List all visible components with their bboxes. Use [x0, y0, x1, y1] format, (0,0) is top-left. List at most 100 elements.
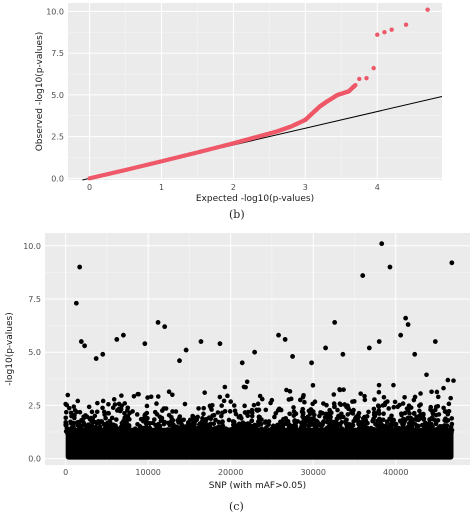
manhattan-point — [63, 419, 69, 425]
qq-x-tick-label: 4 — [375, 183, 380, 192]
manhattan-point — [404, 406, 410, 411]
manhattan-point — [441, 425, 447, 430]
manhattan-point — [320, 410, 325, 416]
manhattan-point — [411, 411, 417, 416]
manhattan-y-tick-label: 7.5 — [28, 295, 41, 304]
manhattan-point — [368, 427, 374, 433]
manhattan-point — [415, 417, 421, 422]
manhattan-point — [445, 411, 451, 417]
manhattan-point — [166, 389, 172, 395]
manhattan-point — [439, 429, 445, 435]
qq-y-tick-label: 5.0 — [51, 91, 64, 100]
qq-y-axis-label: Observed -log10(p-values) — [35, 32, 45, 152]
manhattan-point — [93, 356, 99, 361]
manhattan-point — [417, 427, 423, 433]
manhattan-point — [350, 399, 355, 404]
manhattan-point — [114, 337, 120, 342]
manhattan-point — [218, 424, 224, 430]
manhattan-point — [365, 420, 370, 426]
manhattan-point — [72, 408, 78, 413]
manhattan-point — [127, 417, 132, 422]
manhattan-point — [177, 414, 183, 419]
manhattan-point — [230, 422, 236, 428]
manhattan-point — [259, 396, 265, 402]
manhattan-point — [306, 423, 311, 429]
manhattan-point — [155, 319, 161, 325]
manhattan-point — [366, 409, 371, 415]
manhattan-point — [331, 392, 337, 397]
manhattan-y-tick-label: 0.0 — [28, 455, 41, 464]
manhattan-point — [161, 421, 167, 427]
manhattan-point — [145, 415, 150, 421]
manhattan-point — [211, 428, 217, 433]
manhattan-point — [252, 349, 258, 355]
manhattan-point — [417, 408, 422, 414]
manhattan-point — [231, 403, 237, 408]
manhattan-point — [445, 377, 451, 383]
manhattan-point — [435, 394, 441, 400]
caption-b: (b) — [229, 208, 245, 221]
manhattan-point — [147, 421, 153, 426]
manhattan-point — [290, 430, 295, 435]
manhattan-point — [111, 397, 117, 402]
manhattan-point — [360, 273, 366, 278]
manhattan-point — [345, 412, 351, 417]
manhattan-point — [280, 424, 286, 430]
manhattan-point — [387, 416, 392, 422]
manhattan-point — [263, 429, 269, 434]
manhattan-point — [237, 421, 242, 427]
manhattan-point — [340, 351, 346, 357]
manhattan-point — [122, 410, 127, 416]
manhattan-point — [71, 404, 77, 409]
manhattan-point — [282, 337, 288, 342]
manhattan-point — [71, 424, 76, 430]
manhattan-x-tick-label: 30000 — [300, 468, 325, 477]
manhattan-point — [87, 416, 93, 422]
manhattan-point — [263, 407, 269, 413]
manhattan-point — [106, 401, 111, 407]
manhattan-x-tick-label: 40000 — [383, 468, 408, 477]
manhattan-point — [114, 417, 119, 422]
manhattan-point — [100, 398, 106, 404]
manhattan-point — [272, 414, 277, 420]
manhattan-point — [183, 424, 188, 429]
manhattan-point — [177, 429, 183, 435]
manhattan-point — [145, 395, 150, 400]
manhattan-point — [329, 410, 334, 415]
manhattan-point — [200, 416, 205, 421]
manhattan-point — [371, 406, 377, 412]
manhattan-point — [249, 418, 255, 423]
manhattan-point — [376, 382, 382, 388]
manhattan-point — [376, 389, 382, 395]
manhattan-point — [201, 405, 207, 411]
manhattan-point — [393, 423, 398, 428]
manhattan-point — [65, 392, 71, 398]
manhattan-point — [398, 332, 404, 338]
manhattan-point — [249, 413, 255, 419]
manhattan-point — [356, 419, 361, 424]
manhattan-point — [436, 425, 441, 431]
manhattan-point — [315, 420, 321, 426]
qq-panel-background — [68, 3, 442, 180]
manhattan-point — [202, 390, 207, 395]
manhattan-point — [312, 426, 318, 432]
manhattan-point — [331, 427, 337, 432]
manhattan-point — [240, 429, 246, 435]
manhattan-point — [72, 415, 77, 421]
manhattan-point — [201, 411, 206, 417]
manhattan-point — [200, 425, 206, 431]
manhattan-point — [400, 421, 405, 427]
manhattan-point — [372, 413, 378, 419]
manhattan-point — [322, 415, 328, 420]
manhattan-point — [144, 403, 150, 409]
manhattan-point — [255, 408, 260, 413]
manhattan-point — [75, 398, 81, 404]
manhattan-point — [376, 411, 382, 416]
manhattan-point — [107, 418, 113, 424]
manhattan-point — [391, 404, 397, 410]
qq-y-tick-label: 7.5 — [51, 49, 64, 58]
manhattan-point — [441, 385, 446, 391]
manhattan-point — [312, 399, 318, 404]
qq-point — [364, 75, 369, 81]
manhattan-point — [211, 421, 217, 427]
